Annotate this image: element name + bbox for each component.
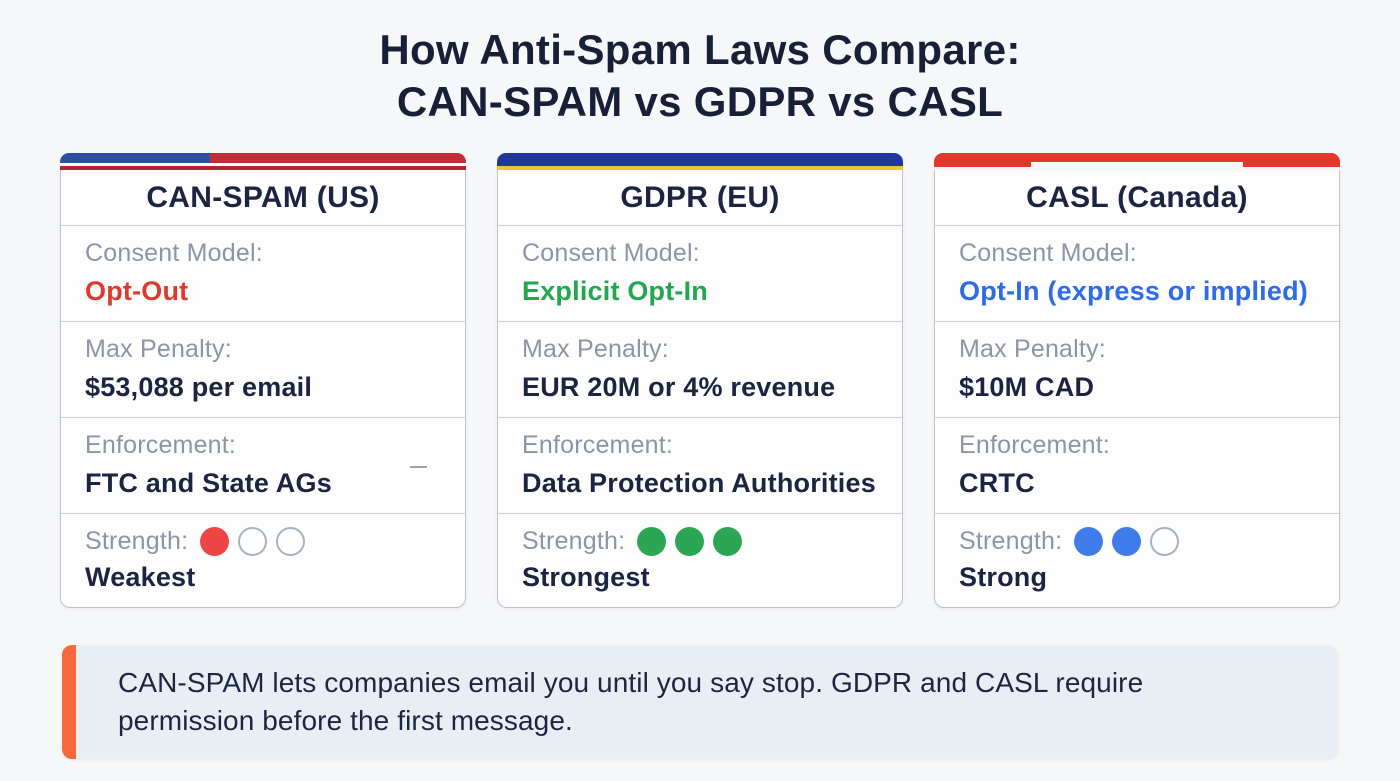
max-penalty-label: Max Penalty:	[85, 335, 232, 364]
page-title-line2: CAN-SPAM vs GDPR vs CASL	[396, 77, 1004, 125]
max-penalty-row: Max Penalty: $10M CAD	[935, 322, 1339, 419]
card-gdpr-eu: GDPR (EU) Consent Model: Explicit Opt-In…	[497, 153, 903, 609]
consent-model-value: Explicit Opt-In	[522, 276, 709, 307]
stray-dash	[410, 466, 427, 469]
consent-model-label: Consent Model:	[85, 239, 263, 268]
enforcement-row: Enforcement: CRTC	[935, 418, 1339, 515]
strength-dots	[637, 527, 743, 557]
callout-accent-bar	[62, 645, 76, 759]
enforcement-value: CRTC	[959, 468, 1035, 499]
strength-label: Strength:	[522, 527, 626, 556]
callout-text: CAN-SPAM lets companies email you until …	[118, 667, 1144, 737]
canada-flag-left-panel	[934, 153, 1032, 168]
enforcement-row: Enforcement: FTC and State AGs	[61, 418, 465, 515]
strength-dot-filled	[1112, 527, 1142, 557]
strength-dot-filled	[1074, 527, 1104, 557]
consent-model-value: Opt-Out	[85, 276, 189, 307]
strength-dots	[1074, 527, 1180, 557]
eu-flag-bar	[497, 153, 903, 171]
enforcement-label: Enforcement:	[959, 431, 1111, 460]
card-header-casl: CASL (Canada)	[935, 170, 1339, 227]
consent-model-row: Consent Model: Opt-In (express or implie…	[935, 226, 1339, 323]
canada-flag-bar	[934, 153, 1340, 170]
canada-flag-right-panel	[1242, 153, 1340, 168]
strength-value: Strongest	[522, 562, 650, 593]
consent-model-label: Consent Model:	[522, 239, 700, 268]
card-header-can-spam: CAN-SPAM (US)	[61, 170, 465, 227]
strength-value: Weakest	[85, 562, 196, 593]
strength-dot-filled	[675, 527, 705, 557]
page-title-line1: How Anti-Spam Laws Compare:	[379, 26, 1021, 73]
strength-dot-filled	[637, 527, 667, 557]
enforcement-row: Enforcement: Data Protection Authorities	[498, 418, 902, 515]
strength-row: Strength: Strong	[935, 514, 1339, 607]
strength-dots	[200, 527, 306, 557]
strength-row: Strength: Weakest	[61, 514, 465, 607]
strength-value: Strong	[959, 562, 1048, 593]
strength-dot-empty	[1150, 527, 1180, 557]
eu-flag-gold-stripe	[497, 166, 903, 171]
enforcement-value: FTC and State AGs	[85, 468, 332, 499]
max-penalty-value: EUR 20M or 4% revenue	[522, 372, 836, 403]
comparison-cards-row: CAN-SPAM (US) Consent Model: Opt-Out Max…	[0, 153, 1400, 609]
strength-row: Strength: Strongest	[498, 514, 902, 607]
card-can-spam-us: CAN-SPAM (US) Consent Model: Opt-Out Max…	[60, 153, 466, 609]
max-penalty-label: Max Penalty:	[522, 335, 669, 364]
strength-dot-filled	[200, 527, 230, 557]
consent-model-row: Consent Model: Explicit Opt-In	[498, 226, 902, 323]
card-header-gdpr: GDPR (EU)	[498, 170, 902, 227]
max-penalty-value: $53,088 per email	[85, 372, 313, 403]
enforcement-label: Enforcement:	[85, 431, 237, 460]
max-penalty-row: Max Penalty: EUR 20M or 4% revenue	[498, 322, 902, 419]
consent-model-label: Consent Model:	[959, 239, 1137, 268]
consent-model-row: Consent Model: Opt-Out	[61, 226, 465, 323]
canada-flag-red-band	[934, 153, 1340, 163]
enforcement-label: Enforcement:	[522, 431, 674, 460]
strength-dot-empty	[276, 527, 306, 557]
max-penalty-label: Max Penalty:	[959, 335, 1106, 364]
us-flag-bar	[60, 153, 466, 171]
enforcement-value: Data Protection Authorities	[522, 468, 876, 499]
strength-dot-filled	[713, 527, 743, 557]
eu-flag-blue-segment	[497, 153, 903, 167]
summary-callout: CAN-SPAM lets companies email you until …	[62, 645, 1338, 759]
strength-dot-empty	[238, 527, 268, 557]
page-title: How Anti-Spam Laws Compare: CAN-SPAM vs …	[0, 0, 1400, 127]
max-penalty-value: $10M CAD	[959, 372, 1095, 403]
us-flag-red-segment	[210, 153, 466, 164]
us-flag-stripe	[60, 166, 466, 171]
consent-model-value: Opt-In (express or implied)	[959, 276, 1308, 307]
card-casl-canada: CASL (Canada) Consent Model: Opt-In (exp…	[934, 153, 1340, 609]
strength-label: Strength:	[85, 527, 189, 556]
max-penalty-row: Max Penalty: $53,088 per email	[61, 322, 465, 419]
strength-label: Strength:	[959, 527, 1063, 556]
us-flag-blue-segment	[60, 153, 211, 164]
